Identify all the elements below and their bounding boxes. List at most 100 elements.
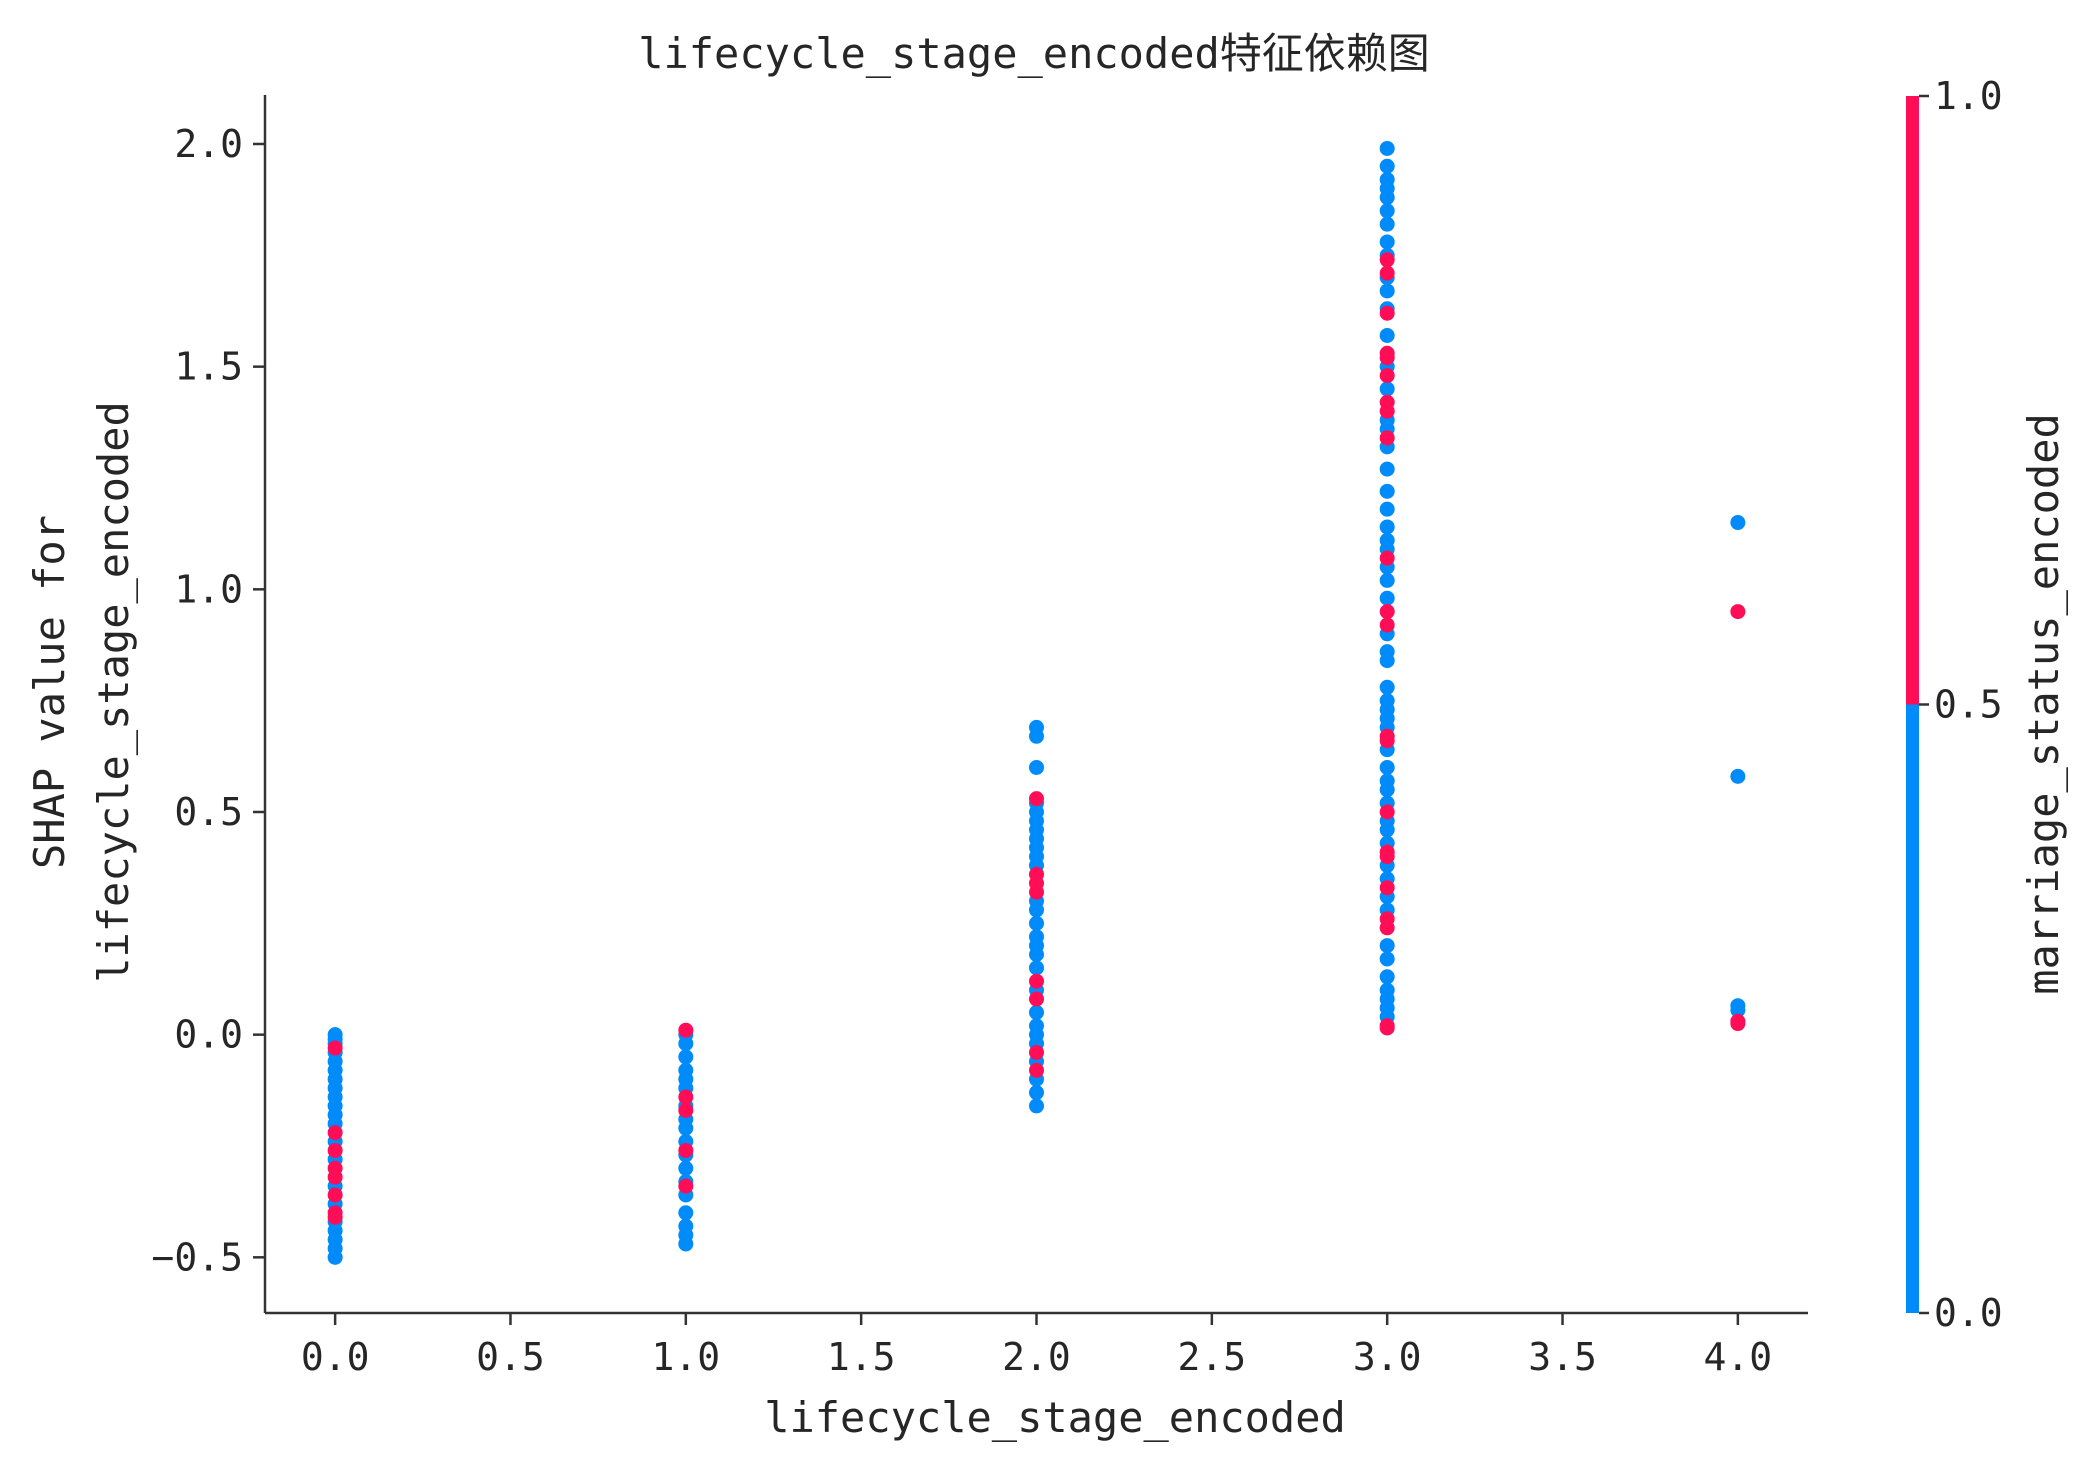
data-point bbox=[1379, 938, 1395, 954]
data-point bbox=[1379, 590, 1395, 606]
data-point bbox=[1379, 430, 1395, 446]
data-point bbox=[1730, 1016, 1746, 1032]
x-ticks: 0.0 0.5 1.0 1.5 2.0 2.5 3.0 3.5 4.0 bbox=[301, 1313, 1772, 1379]
scatter-points bbox=[327, 140, 1746, 1265]
data-point bbox=[678, 1236, 694, 1252]
data-point bbox=[1379, 880, 1395, 896]
data-point bbox=[327, 1169, 343, 1185]
data-point bbox=[1379, 804, 1395, 820]
data-point bbox=[1379, 550, 1395, 566]
data-point bbox=[678, 1178, 694, 1194]
data-point bbox=[1029, 728, 1044, 744]
y-axis-label: SHAP value for lifecycle_stage_encoded bbox=[25, 401, 138, 983]
data-point bbox=[1029, 960, 1044, 976]
colorbar: 0.0 0.5 1.0 marriage_status_encoded bbox=[1906, 74, 2068, 1335]
data-point bbox=[327, 1040, 343, 1056]
y-axis-label-line1: SHAP value for bbox=[25, 515, 74, 869]
data-point bbox=[1029, 947, 1044, 963]
data-point bbox=[1379, 189, 1395, 205]
data-point bbox=[1379, 265, 1395, 281]
data-point bbox=[1379, 368, 1395, 384]
data-point bbox=[1379, 350, 1395, 366]
x-tick-label: 0.5 bbox=[476, 1335, 545, 1379]
data-point bbox=[1379, 679, 1395, 695]
x-tick-label: 2.0 bbox=[1002, 1335, 1071, 1379]
x-tick-label: 1.0 bbox=[651, 1335, 720, 1379]
x-tick-label: 0.0 bbox=[301, 1335, 370, 1379]
data-point bbox=[1379, 203, 1395, 219]
data-point bbox=[327, 1209, 343, 1225]
y-tick-label: −0.5 bbox=[151, 1235, 243, 1279]
data-point bbox=[1379, 327, 1395, 343]
data-point bbox=[678, 1089, 694, 1105]
data-point bbox=[678, 1120, 694, 1136]
data-point bbox=[678, 1022, 694, 1038]
data-point bbox=[678, 1142, 694, 1158]
data-point bbox=[1029, 1044, 1044, 1060]
data-point bbox=[1379, 951, 1395, 967]
data-point bbox=[1379, 920, 1395, 936]
data-point bbox=[1379, 461, 1395, 477]
y-ticks: −0.5 0.0 0.5 1.0 1.5 2.0 bbox=[151, 122, 265, 1279]
colorbar-tick-label: 0.0 bbox=[1934, 1291, 2003, 1335]
data-point bbox=[1379, 604, 1395, 620]
data-point bbox=[1379, 140, 1395, 156]
y-axis-label-line2: lifecycle_stage_encoded bbox=[89, 401, 138, 983]
data-point bbox=[1379, 305, 1395, 321]
data-point bbox=[1029, 973, 1044, 989]
data-point bbox=[1379, 822, 1395, 838]
data-point bbox=[1379, 969, 1395, 985]
data-point bbox=[678, 1205, 694, 1221]
data-point bbox=[327, 1125, 343, 1141]
x-tick-label: 1.5 bbox=[827, 1335, 896, 1379]
data-point bbox=[1730, 515, 1746, 531]
colorbar-gradient bbox=[1906, 96, 1919, 1313]
chart-title: lifecycle_stage_encoded特征依赖图 bbox=[638, 29, 1430, 78]
data-point bbox=[1379, 283, 1395, 299]
colorbar-tick-label: 0.5 bbox=[1934, 683, 2003, 727]
data-point bbox=[678, 1102, 694, 1118]
x-tick-label: 3.0 bbox=[1353, 1335, 1422, 1379]
y-tick-label: 1.0 bbox=[174, 567, 243, 611]
data-point bbox=[1029, 1062, 1044, 1078]
data-point bbox=[1029, 1098, 1044, 1114]
data-point bbox=[1379, 733, 1395, 749]
data-point bbox=[1379, 572, 1395, 588]
data-point bbox=[1379, 782, 1395, 798]
data-point bbox=[678, 1160, 694, 1176]
data-point bbox=[327, 1187, 343, 1203]
data-point bbox=[1379, 252, 1395, 268]
data-point bbox=[1029, 902, 1044, 918]
data-point bbox=[1029, 991, 1044, 1007]
data-point bbox=[1379, 1020, 1395, 1036]
data-point bbox=[1029, 1085, 1044, 1101]
x-tick-label: 4.0 bbox=[1704, 1335, 1773, 1379]
data-point bbox=[1029, 915, 1044, 931]
data-point bbox=[678, 1049, 694, 1065]
data-point bbox=[1379, 759, 1395, 775]
data-point bbox=[1379, 234, 1395, 250]
data-point bbox=[327, 1249, 343, 1265]
data-point bbox=[1029, 759, 1044, 775]
data-point bbox=[1379, 158, 1395, 174]
x-tick-label: 2.5 bbox=[1178, 1335, 1247, 1379]
data-point bbox=[1730, 1002, 1746, 1018]
data-point bbox=[1379, 403, 1395, 419]
data-point bbox=[1379, 653, 1395, 669]
data-point bbox=[1029, 791, 1044, 807]
data-point bbox=[1379, 381, 1395, 397]
data-point bbox=[1379, 617, 1395, 633]
data-point bbox=[1379, 483, 1395, 499]
x-tick-label: 3.5 bbox=[1528, 1335, 1597, 1379]
data-point bbox=[1029, 1004, 1044, 1020]
data-point bbox=[1379, 216, 1395, 232]
y-tick-label: 0.0 bbox=[174, 1013, 243, 1057]
data-point bbox=[1730, 768, 1746, 784]
colorbar-label: marriage_status_encoded bbox=[2019, 413, 2068, 995]
data-point bbox=[1379, 501, 1395, 517]
data-point bbox=[1379, 519, 1395, 535]
data-point bbox=[1379, 849, 1395, 865]
data-point bbox=[1029, 884, 1044, 900]
data-point bbox=[678, 1036, 694, 1052]
plot-area: 0.0 0.5 1.0 1.5 2.0 2.5 3.0 3.5 4.0 −0.5 0.0 0.5 1.… bbox=[151, 95, 1808, 1379]
